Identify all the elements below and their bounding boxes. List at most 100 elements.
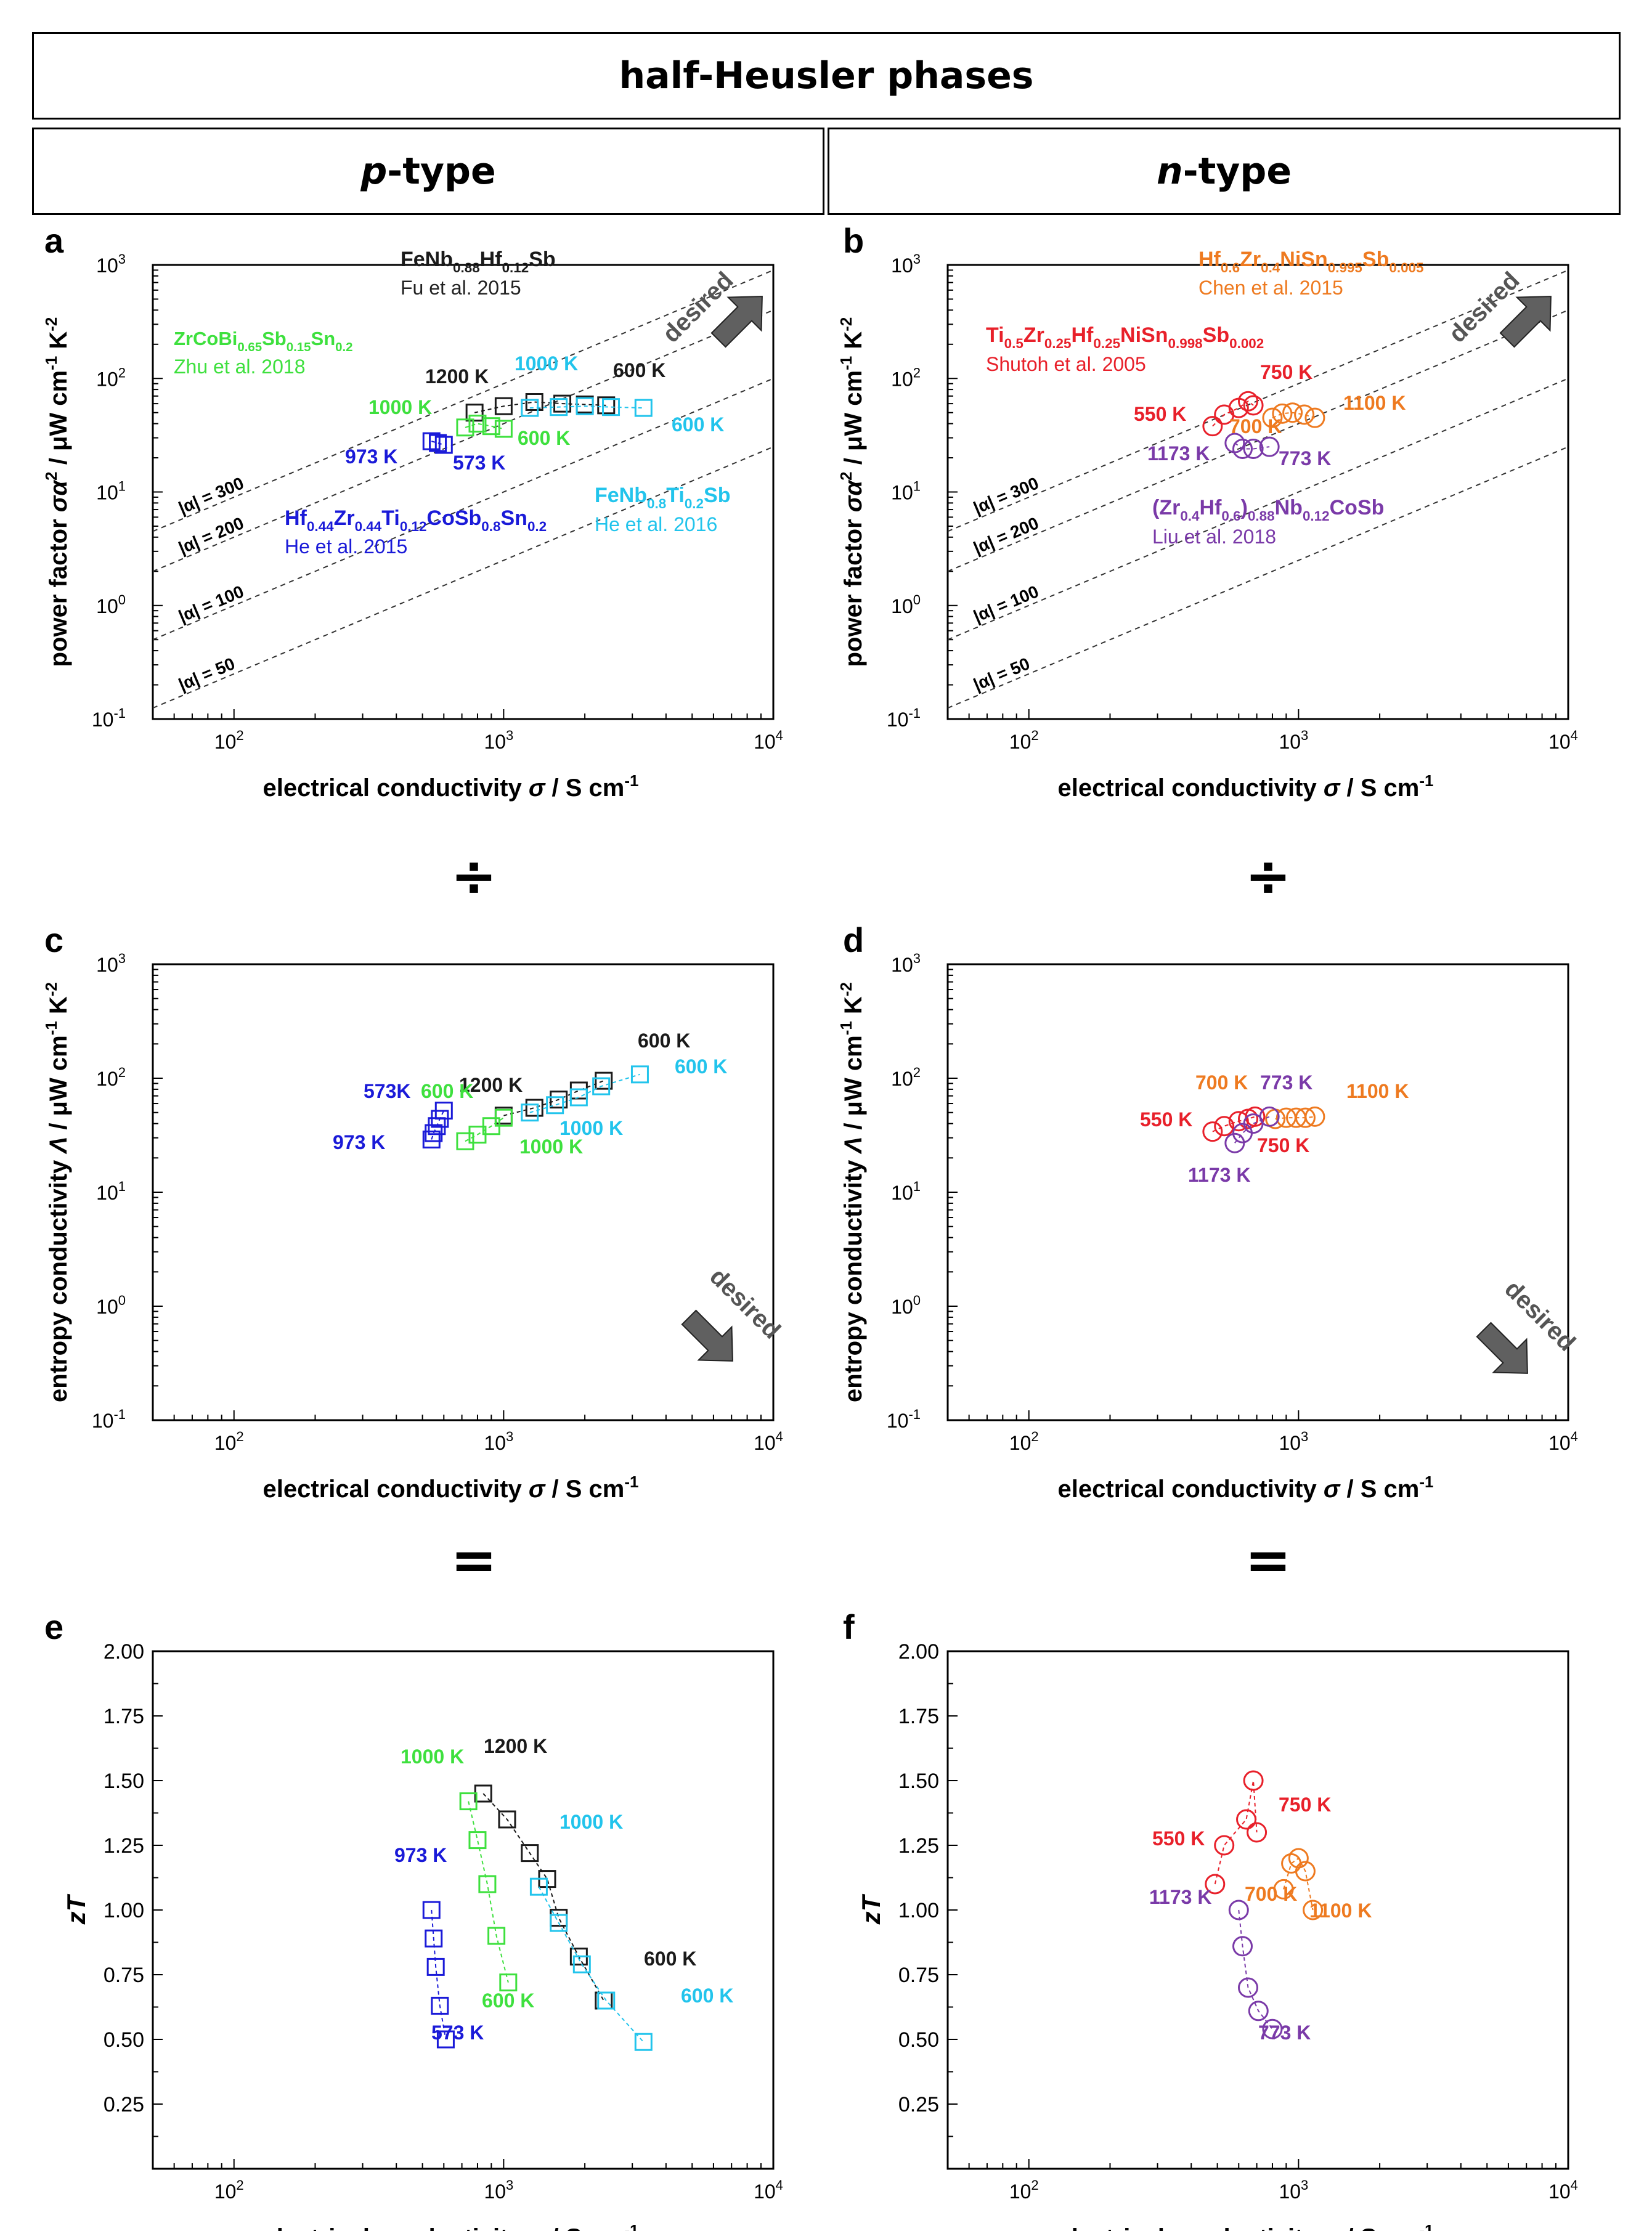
plot-frame bbox=[946, 1650, 1569, 2170]
formula-subscript: 0.005 bbox=[1389, 260, 1423, 275]
y-tick-label: 101 bbox=[891, 1179, 921, 1204]
legend-formula: Hf0.6Zr0.4NiSn0.995Sb0.005 bbox=[1198, 248, 1424, 275]
data-point-square bbox=[468, 415, 487, 433]
formula-part: Ti bbox=[666, 484, 685, 507]
formula-part: Sn bbox=[501, 506, 527, 530]
alpha-reference-label: |α| = 100 bbox=[970, 582, 1041, 626]
temperature-label: 973 K bbox=[394, 1844, 447, 1866]
y-tick-label: 100 bbox=[96, 1293, 126, 1318]
n-type-suffix: -type bbox=[1182, 150, 1292, 193]
temperature-label: 600 K bbox=[644, 1948, 696, 1970]
y-tick-label: 1.75 bbox=[104, 1705, 144, 1728]
data-point-circle bbox=[1202, 1121, 1223, 1142]
y-axis-exp: 2 bbox=[42, 471, 60, 480]
temperature-label: 600 K bbox=[518, 427, 570, 449]
alpha-reference-label: |α| = 50 bbox=[176, 654, 237, 694]
series-line bbox=[468, 1801, 509, 1983]
panel-f: 102 103 104 0.25 0.50 0.75 1.00 1.25 1.50 1.75 2.0… bbox=[843, 1607, 1578, 2231]
formula-part: Zr bbox=[1023, 323, 1044, 347]
series-line bbox=[1234, 442, 1270, 450]
panel-letter: e bbox=[44, 1607, 63, 1646]
equals-operator-right: = bbox=[1245, 1528, 1292, 1593]
x-axis-unit: / S cm bbox=[545, 1476, 624, 1503]
formula-part: FeNb bbox=[595, 484, 647, 507]
data-point-square bbox=[634, 399, 653, 417]
data-point-circle bbox=[1272, 403, 1293, 424]
panel-e: 102 103 104 0.25 0.50 0.75 1.00 1.25 1.50 1.75 2.0… bbox=[44, 1607, 783, 2231]
temperature-label: 973 K bbox=[345, 445, 397, 468]
data-point-square bbox=[498, 1810, 516, 1829]
alpha-reference-line bbox=[947, 446, 1569, 709]
y-axis-label: power factor σα2 / μW cm-1 K-2 bbox=[837, 317, 867, 667]
temperature-label: 600 K bbox=[672, 413, 724, 436]
x-tick-exponent: 4 bbox=[776, 1429, 783, 1444]
formula-subscript: 0.2 bbox=[335, 340, 352, 354]
temperature-label: 750 K bbox=[1260, 361, 1312, 383]
x-axis-symbol: σ bbox=[529, 1476, 546, 1503]
data-point-circle bbox=[1205, 1874, 1226, 1895]
x-tick-exponent: 3 bbox=[1301, 1429, 1308, 1444]
formula-part: Sb bbox=[529, 248, 555, 271]
y-axis-unit: / μW cm bbox=[45, 1035, 72, 1137]
y-axis-label: power factor σα2 / μW cm-1 K-2 bbox=[42, 317, 72, 667]
y-axis-unit: K bbox=[45, 996, 72, 1021]
data-point-circle bbox=[1237, 391, 1258, 412]
formula-part: FeNb bbox=[401, 248, 453, 271]
desired-arrow-group bbox=[681, 1309, 733, 1362]
x-tick-exponent: 4 bbox=[1571, 1429, 1578, 1444]
formula-subscript: 0.6 bbox=[1221, 508, 1240, 524]
data-point-square bbox=[468, 1831, 487, 1850]
x-tick-label: 103 bbox=[484, 1429, 513, 1454]
desired-arrow bbox=[681, 1309, 733, 1362]
panel-letter: d bbox=[843, 920, 864, 959]
alpha-reference-label: |α| = 200 bbox=[970, 513, 1041, 558]
data-point-square bbox=[494, 420, 513, 438]
y-axis-unit: / μW cm bbox=[45, 370, 72, 472]
data-point-circle bbox=[1232, 438, 1253, 459]
x-tick-exponent: 3 bbox=[1301, 728, 1308, 743]
data-point-circle bbox=[1214, 1116, 1235, 1137]
alpha-reference-line bbox=[947, 378, 1569, 641]
x-tick-exponent: 2 bbox=[236, 2177, 243, 2193]
y-tick-label: 100 bbox=[96, 592, 126, 617]
formula-subscript: 0.25 bbox=[1044, 336, 1072, 351]
x-axis-label: electrical conductivity σ / S cm-1 bbox=[1058, 2221, 1434, 2231]
formula-subscript: 0.998 bbox=[1168, 336, 1203, 351]
y-tick-label: 1.25 bbox=[898, 1834, 939, 1858]
data-point-circle bbox=[1295, 1107, 1316, 1128]
p-type-suffix: -type bbox=[387, 150, 496, 193]
data-point-circle bbox=[1243, 1770, 1264, 1791]
x-tick-label: 104 bbox=[1548, 1429, 1578, 1454]
legend-formula: Ti0.5Zr0.25Hf0.25NiSn0.998Sb0.002 bbox=[986, 323, 1264, 351]
temperature-label: 1000 K bbox=[515, 352, 578, 375]
x-axis-unit: / S cm bbox=[1340, 774, 1419, 802]
temperature-label: 1173 K bbox=[1149, 1886, 1211, 1908]
formula-subscript: 0.25 bbox=[1093, 336, 1120, 351]
x-tick-label: 104 bbox=[754, 728, 783, 753]
x-axis-label: electrical conductivity σ / S cm-1 bbox=[1058, 771, 1434, 802]
formula-part: Nb bbox=[1275, 496, 1303, 519]
formula-part: Ti bbox=[986, 323, 1004, 347]
temperature-label: 573 K bbox=[453, 452, 505, 474]
x-tick-label: 102 bbox=[1009, 2177, 1039, 2203]
formula-part: Ti bbox=[381, 506, 400, 530]
p-type-letter: p bbox=[360, 150, 388, 193]
formula-subscript: 0.4 bbox=[1180, 508, 1200, 524]
y-tick-label: 0.75 bbox=[104, 1964, 144, 1987]
alpha-reference-line bbox=[152, 269, 774, 532]
x-axis-label: electrical conductivity σ / S cm-1 bbox=[1058, 1473, 1434, 1503]
formula-part: Sb bbox=[262, 328, 287, 349]
data-point-circle bbox=[1243, 438, 1264, 459]
y-axis-unit: K bbox=[840, 331, 867, 356]
x-axis-unit-exp: -1 bbox=[624, 2221, 638, 2231]
data-point-square bbox=[550, 1914, 568, 1932]
y-axis-symbol: Λ bbox=[840, 1137, 867, 1155]
data-point-circle bbox=[1259, 1106, 1280, 1127]
desired-arrow-group bbox=[1499, 296, 1552, 348]
temperature-label: 1200 K bbox=[484, 1735, 547, 1757]
data-point-circle bbox=[1214, 1835, 1235, 1856]
alpha-reference-label: |α| = 100 bbox=[176, 582, 246, 626]
